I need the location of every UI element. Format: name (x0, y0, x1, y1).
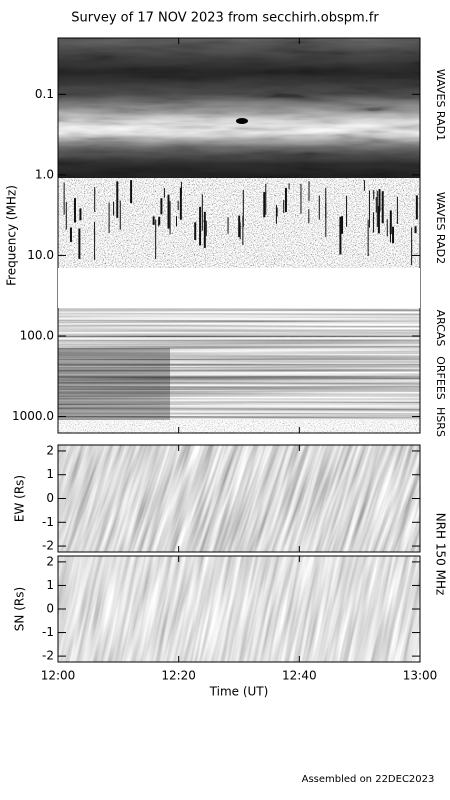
x-axis-label: Time (UT) (209, 685, 269, 699)
y-tick-label: -1 (42, 515, 54, 529)
plots (57, 37, 421, 663)
y-tick-label: 10.0 (27, 248, 54, 262)
orfees-shade (58, 348, 170, 420)
instrument-label: NRH 150 MHz (434, 513, 448, 596)
band-label: ARCAS (434, 310, 447, 347)
y-tick-label: 1 (46, 467, 54, 481)
footer: Assembled on 22DEC2023 (302, 774, 435, 785)
title: Survey of 17 NOV 2023 from secchirh.obsp… (71, 11, 379, 26)
hsrs-spectrum (58, 420, 420, 433)
rad1-blob (236, 118, 248, 124)
y-tick-label: 2 (46, 554, 54, 568)
y-tick-label: 0 (46, 491, 54, 505)
y-tick-label: 0 (46, 602, 54, 616)
y-tick-label: -2 (42, 539, 54, 553)
y-axis-label: SN (Rs) (13, 587, 27, 631)
orfees-spectrum (58, 348, 420, 420)
y-tick-label: 2 (46, 443, 54, 457)
y-tick-label: 1.0 (35, 167, 54, 181)
frame (57, 37, 421, 434)
y-tick-label: 1 (46, 578, 54, 592)
band-label: ORFEES (434, 356, 447, 400)
rad1-texture (58, 38, 420, 178)
y-axis-label: Frequency (MHz) (5, 185, 19, 286)
ew-map (58, 445, 420, 552)
x-tick-label: 12:00 (41, 669, 76, 683)
y-tick-label: 1000.0 (12, 409, 54, 423)
x-tick-label: 12:40 (282, 669, 317, 683)
band-label: HSRS (434, 407, 447, 437)
arcas-spectrum (58, 308, 420, 348)
data-gap (58, 268, 420, 308)
sn-map (58, 556, 420, 662)
band-label: WAVES RAD2 (434, 192, 447, 264)
band-label: WAVES RAD1 (434, 69, 447, 141)
y-tick-label: -1 (42, 625, 54, 639)
x-tick-label: 13:00 (403, 669, 438, 683)
sn-texture (58, 556, 420, 662)
ew-texture (58, 445, 420, 552)
y-tick-label: -2 (42, 649, 54, 663)
y-tick-label: 100.0 (20, 328, 54, 342)
y-axis-label: EW (Rs) (13, 475, 27, 522)
x-tick-label: 12:20 (161, 669, 196, 683)
y-tick-label: 0.1 (35, 87, 54, 101)
